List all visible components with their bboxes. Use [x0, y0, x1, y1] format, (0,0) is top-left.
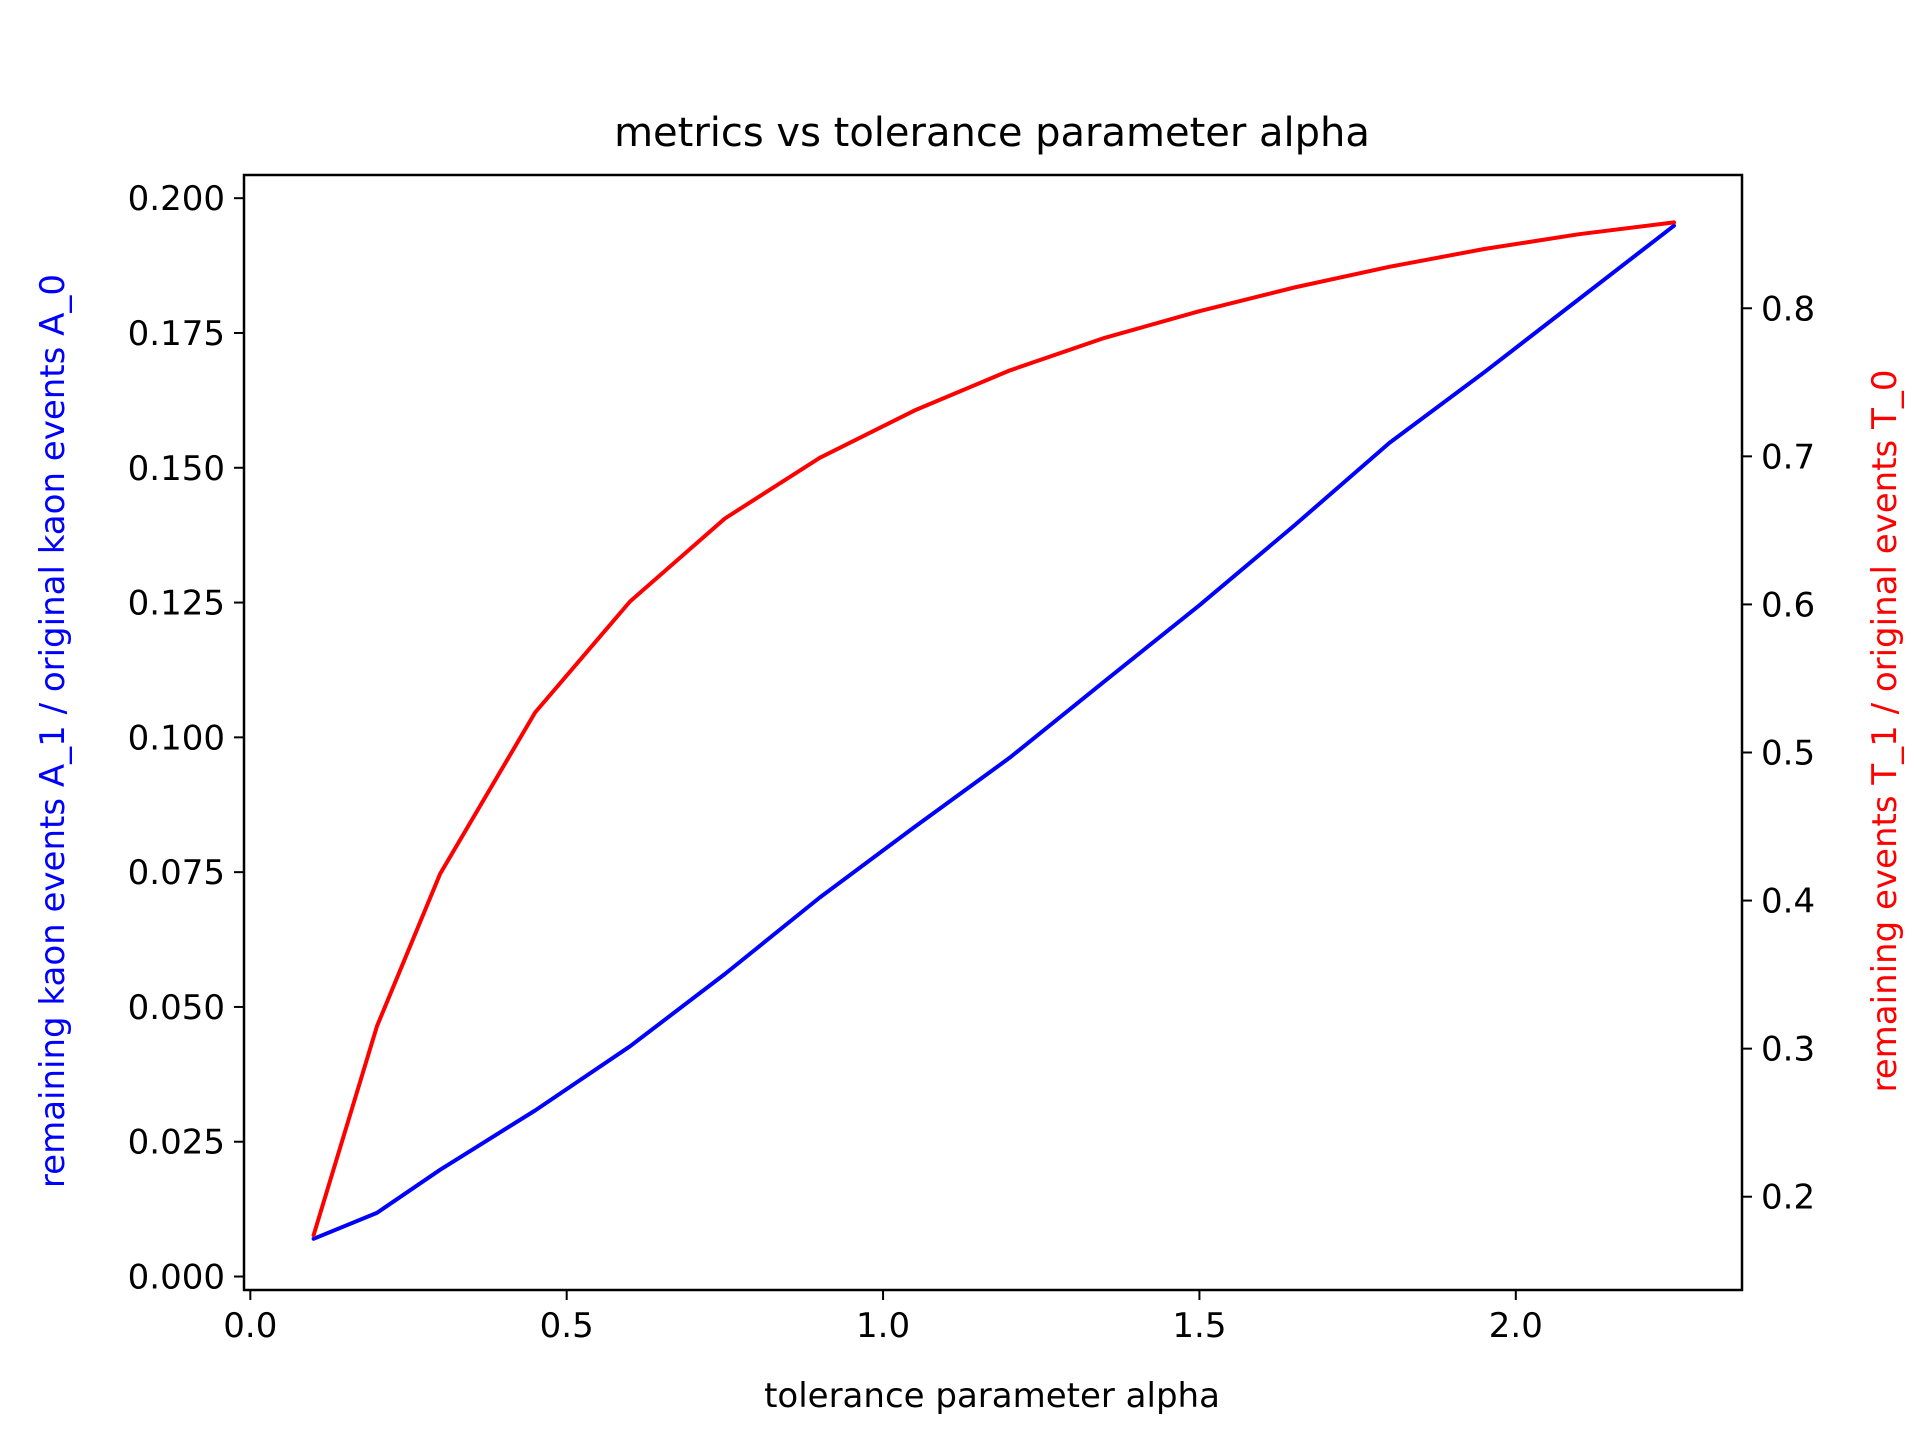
y-left-tick-label: 0.025: [128, 1123, 225, 1163]
y-right-tick-label: 0.6: [1761, 585, 1815, 625]
y-right-tick-label: 0.2: [1761, 1178, 1815, 1218]
x-tick-label: 2.0: [1489, 1306, 1543, 1346]
y-left-tick-label: 0.175: [128, 314, 225, 354]
x-tick-label: 0.0: [223, 1306, 277, 1346]
y-left-tick-label: 0.150: [128, 449, 225, 489]
plot-area: 0.0 0.5 1.0 1.5 2.0 0.000 0.025 0.050 0.075 0.100…: [128, 173, 1815, 1346]
y-left-axis-title: remaining kaon events A_1 / original kao…: [33, 274, 73, 1188]
y-left-tick-label: 0.125: [128, 584, 225, 624]
y-left-tick-label: 0.000: [128, 1258, 225, 1298]
y-right-tick-label: 0.7: [1761, 437, 1815, 477]
y-left-tick-label: 0.100: [128, 718, 225, 758]
series-line-right: [311, 220, 1676, 1238]
y-right-axis-title: remaining events T_1 / original events T…: [1865, 370, 1905, 1093]
y-left-tick-label: 0.075: [128, 853, 225, 893]
y-right-tick-label: 0.3: [1761, 1030, 1815, 1070]
y-right-tick-label: 0.4: [1761, 882, 1815, 922]
y-left-tick-label: 0.050: [128, 988, 225, 1028]
x-axis-title: tolerance parameter alpha: [764, 1376, 1220, 1416]
series-line-left: [311, 223, 1676, 1241]
y-left-tick-label: 0.200: [128, 179, 225, 219]
plot-frame: [242, 173, 1744, 1292]
y-right-tick-label: 0.5: [1761, 733, 1815, 773]
x-tick-label: 0.5: [540, 1306, 594, 1346]
chart-title: metrics vs tolerance parameter alpha: [614, 110, 1370, 156]
x-tick-label: 1.5: [1172, 1306, 1226, 1346]
x-tick-label: 1.0: [856, 1306, 910, 1346]
y-right-tick-label: 0.8: [1761, 289, 1815, 329]
